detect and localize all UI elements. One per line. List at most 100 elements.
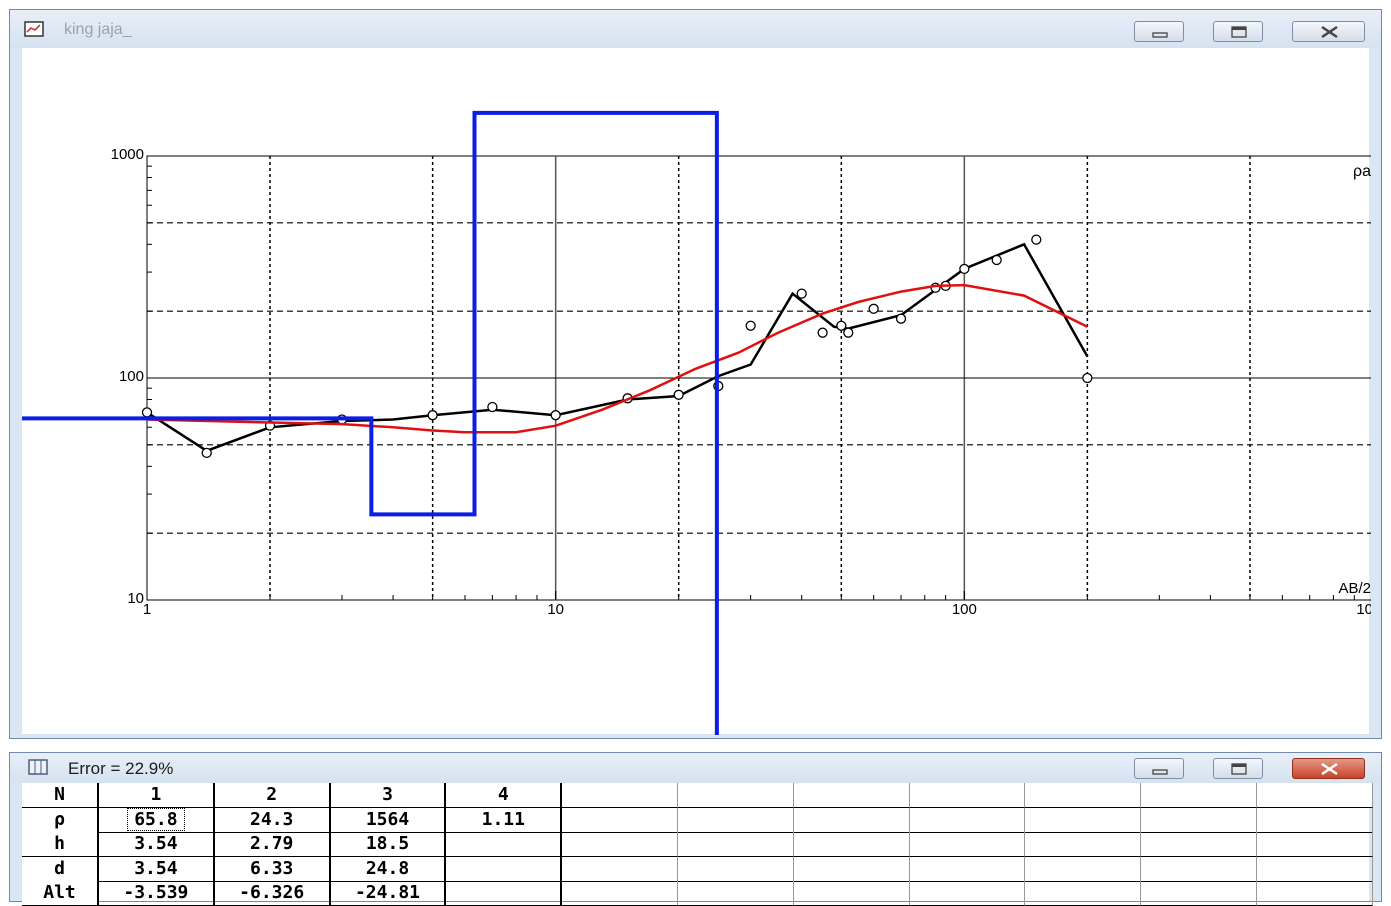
table-cell[interactable] [562, 881, 678, 906]
data-point [550, 410, 561, 421]
table-cell[interactable] [1025, 832, 1142, 857]
table-cell-text: 3.54 [134, 833, 178, 854]
table-cell[interactable] [1141, 881, 1257, 906]
table-cell[interactable] [562, 856, 678, 882]
table-maximize-button[interactable] [1213, 758, 1263, 779]
table-cell[interactable] [1257, 832, 1373, 857]
table-cell[interactable] [1257, 807, 1373, 833]
column-header[interactable] [1141, 783, 1257, 808]
column-header[interactable] [1025, 783, 1142, 808]
data-point [843, 327, 854, 338]
table-cell[interactable] [678, 856, 794, 882]
table-cell[interactable]: 1.11 [446, 807, 563, 833]
table-cell-text: 3.54 [134, 857, 178, 879]
table-close-button[interactable] [1292, 758, 1365, 779]
table-cell-text: 24.3 [250, 808, 294, 830]
column-header-text: 3 [382, 784, 393, 805]
row-header-text: Alt [43, 882, 76, 903]
row-header[interactable]: h [22, 832, 99, 857]
table-cell[interactable] [1141, 807, 1257, 833]
table-cell[interactable]: 65.8 [99, 807, 215, 833]
table-cell[interactable] [1257, 881, 1373, 906]
data-point [959, 263, 970, 275]
column-header[interactable]: 3 [330, 783, 447, 808]
table-cell[interactable] [446, 881, 563, 906]
table-window-icon [28, 759, 48, 775]
table-cell[interactable] [793, 832, 910, 857]
table-cell[interactable]: 18.5 [330, 832, 447, 857]
data-point [487, 401, 498, 413]
data-point [201, 447, 212, 459]
table-cell[interactable]: 3.54 [99, 832, 215, 857]
table-cell[interactable] [1141, 832, 1257, 857]
table-cell[interactable]: 6.33 [214, 856, 331, 882]
close-button[interactable] [1292, 21, 1365, 42]
data-point [895, 313, 907, 324]
y-axis-label: ρa [1353, 163, 1371, 180]
table-cell[interactable] [1257, 856, 1373, 882]
table-cell[interactable] [446, 832, 563, 857]
data-point [141, 407, 153, 418]
x-axis-label: AB/2 [1338, 580, 1371, 597]
y-tick-label: 1000 [111, 146, 144, 163]
table-cell[interactable] [909, 881, 1026, 906]
table-cell[interactable] [793, 807, 910, 833]
table-cell-text: 24.8 [365, 857, 410, 879]
column-header[interactable] [678, 783, 794, 808]
table-cell[interactable] [678, 832, 794, 857]
table-cell[interactable]: 24.3 [214, 807, 331, 833]
table-cell[interactable]: 24.8 [330, 856, 447, 882]
table-cell[interactable]: -6.326 [214, 881, 331, 906]
table-cell[interactable] [793, 881, 910, 906]
minimize-button[interactable] [1134, 21, 1184, 42]
table-cell-text: 2.79 [250, 833, 294, 854]
maximize-button[interactable] [1213, 21, 1263, 42]
table-minimize-button[interactable] [1134, 758, 1184, 779]
chart-window-titlebar[interactable]: king jaja_ [10, 10, 1381, 48]
row-header[interactable]: Alt [22, 881, 99, 906]
table-cell[interactable]: -24.81 [330, 881, 447, 906]
column-header[interactable] [1257, 783, 1373, 808]
table-cell[interactable] [678, 807, 794, 833]
model-table-area: N 1 2 3 4 ρ 65.8 24.3 1564 1.11 h 3.54 2.79 18.5 d 3.54… [22, 783, 1373, 906]
sounding-chart[interactable]: 1101001000101001000AB/2ρa [22, 48, 1371, 735]
table-cell[interactable] [1141, 856, 1257, 882]
column-header[interactable]: 4 [446, 783, 563, 808]
row-header[interactable]: d [22, 856, 99, 882]
table-cell[interactable]: 2.79 [214, 832, 331, 857]
table-cell[interactable] [909, 832, 1026, 857]
table-cell[interactable] [909, 807, 1026, 833]
table-cell-text: -24.81 [354, 882, 420, 903]
data-point [1082, 372, 1093, 384]
table-cell[interactable] [793, 856, 910, 882]
data-point [836, 320, 847, 331]
table-cell[interactable] [909, 856, 1026, 882]
table-cell[interactable] [1025, 856, 1142, 882]
minimize-icon [1152, 32, 1168, 38]
column-header[interactable]: 1 [99, 783, 215, 808]
table-cell[interactable]: -3.539 [99, 881, 215, 906]
row-header[interactable]: ρ [22, 807, 99, 833]
data-point [673, 389, 684, 400]
column-header[interactable] [562, 783, 678, 808]
data-point [868, 303, 879, 314]
table-cell[interactable] [1025, 807, 1142, 833]
y-tick-label: 10 [127, 590, 144, 607]
table-cell[interactable] [678, 881, 794, 906]
model-table-window: Error = 22.9% N 1 2 3 4 ρ 65.8 24.3 1564 1.11 h 3.5… [9, 752, 1382, 906]
table-cell[interactable] [562, 807, 678, 833]
column-header[interactable] [793, 783, 910, 808]
data-point [427, 410, 438, 421]
table-corner[interactable]: N [22, 783, 99, 808]
table-cell[interactable] [1025, 881, 1142, 906]
table-cell[interactable]: 1564 [330, 807, 447, 833]
table-cell[interactable] [562, 832, 678, 857]
column-header[interactable] [909, 783, 1026, 808]
data-point [817, 327, 828, 338]
table-window-titlebar[interactable]: Error = 22.9% [10, 753, 1381, 783]
table-cell-text: -3.539 [123, 882, 189, 903]
table-cell[interactable]: 3.54 [99, 856, 215, 882]
table-cell[interactable] [446, 856, 563, 882]
model-curve-line [146, 283, 1088, 434]
column-header[interactable]: 2 [214, 783, 331, 808]
